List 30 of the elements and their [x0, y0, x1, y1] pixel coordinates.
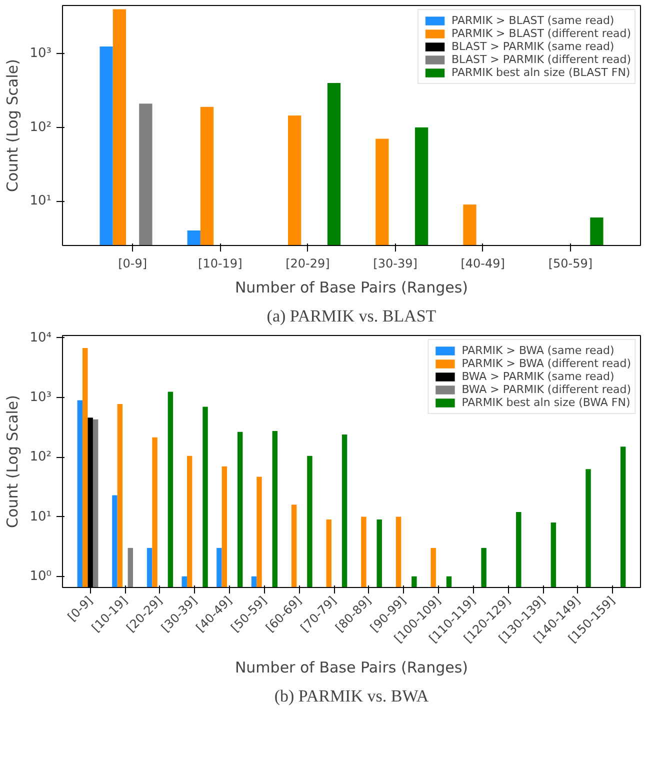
y-tick-label: 10¹ — [30, 194, 52, 209]
text: (b) PARMIK vs. BWA — [274, 686, 430, 706]
y-tick-label: 10² — [30, 120, 52, 135]
x-axis-title: Number of Base Pairs (Ranges) — [234, 658, 468, 676]
x-tick-label: [0-9] — [118, 256, 148, 270]
legend-label: BWA > PARMIK (different read) — [462, 383, 631, 396]
x-axis-title: Number of Base Pairs (Ranges) — [234, 278, 468, 296]
y-tick-label: 10⁴ — [30, 330, 52, 346]
y-tick-label: 10² — [30, 450, 52, 465]
legend-label: PARMIK best aln size (BLAST FN) — [452, 66, 630, 79]
x-tick-label: [50-59] — [548, 256, 593, 270]
x-tick-label: [30-39] — [373, 256, 418, 270]
legend-label: PARMIK > BWA (different read) — [462, 357, 631, 370]
y-axis-title: Count (Log Scale) — [4, 395, 22, 528]
y-tick-label: 10⁰ — [30, 568, 52, 584]
text: (a) PARMIK vs. BLAST — [266, 306, 437, 326]
x-tick-label: [40-49] — [460, 256, 505, 270]
legend-label: PARMIK > BWA (same read) — [462, 344, 614, 357]
y-axis-title: Count (Log Scale) — [4, 59, 22, 192]
legend-label: PARMIK > BLAST (same read) — [452, 14, 614, 27]
legend-label: BLAST > PARMIK (different read) — [452, 53, 631, 66]
legend-label: BLAST > PARMIK (same read) — [452, 40, 614, 53]
legend-label: PARMIK best aln size (BWA FN) — [462, 396, 630, 409]
x-tick-label: [20-29] — [286, 256, 330, 270]
y-tick-label: 10³ — [30, 390, 52, 406]
legend-label: PARMIK > BLAST (different read) — [452, 27, 631, 40]
x-tick-label: [10-19] — [198, 256, 242, 270]
legend-label: BWA > PARMIK (same read) — [462, 370, 614, 383]
y-tick-label: 10³ — [30, 46, 52, 62]
y-tick-label: 10¹ — [30, 509, 52, 524]
